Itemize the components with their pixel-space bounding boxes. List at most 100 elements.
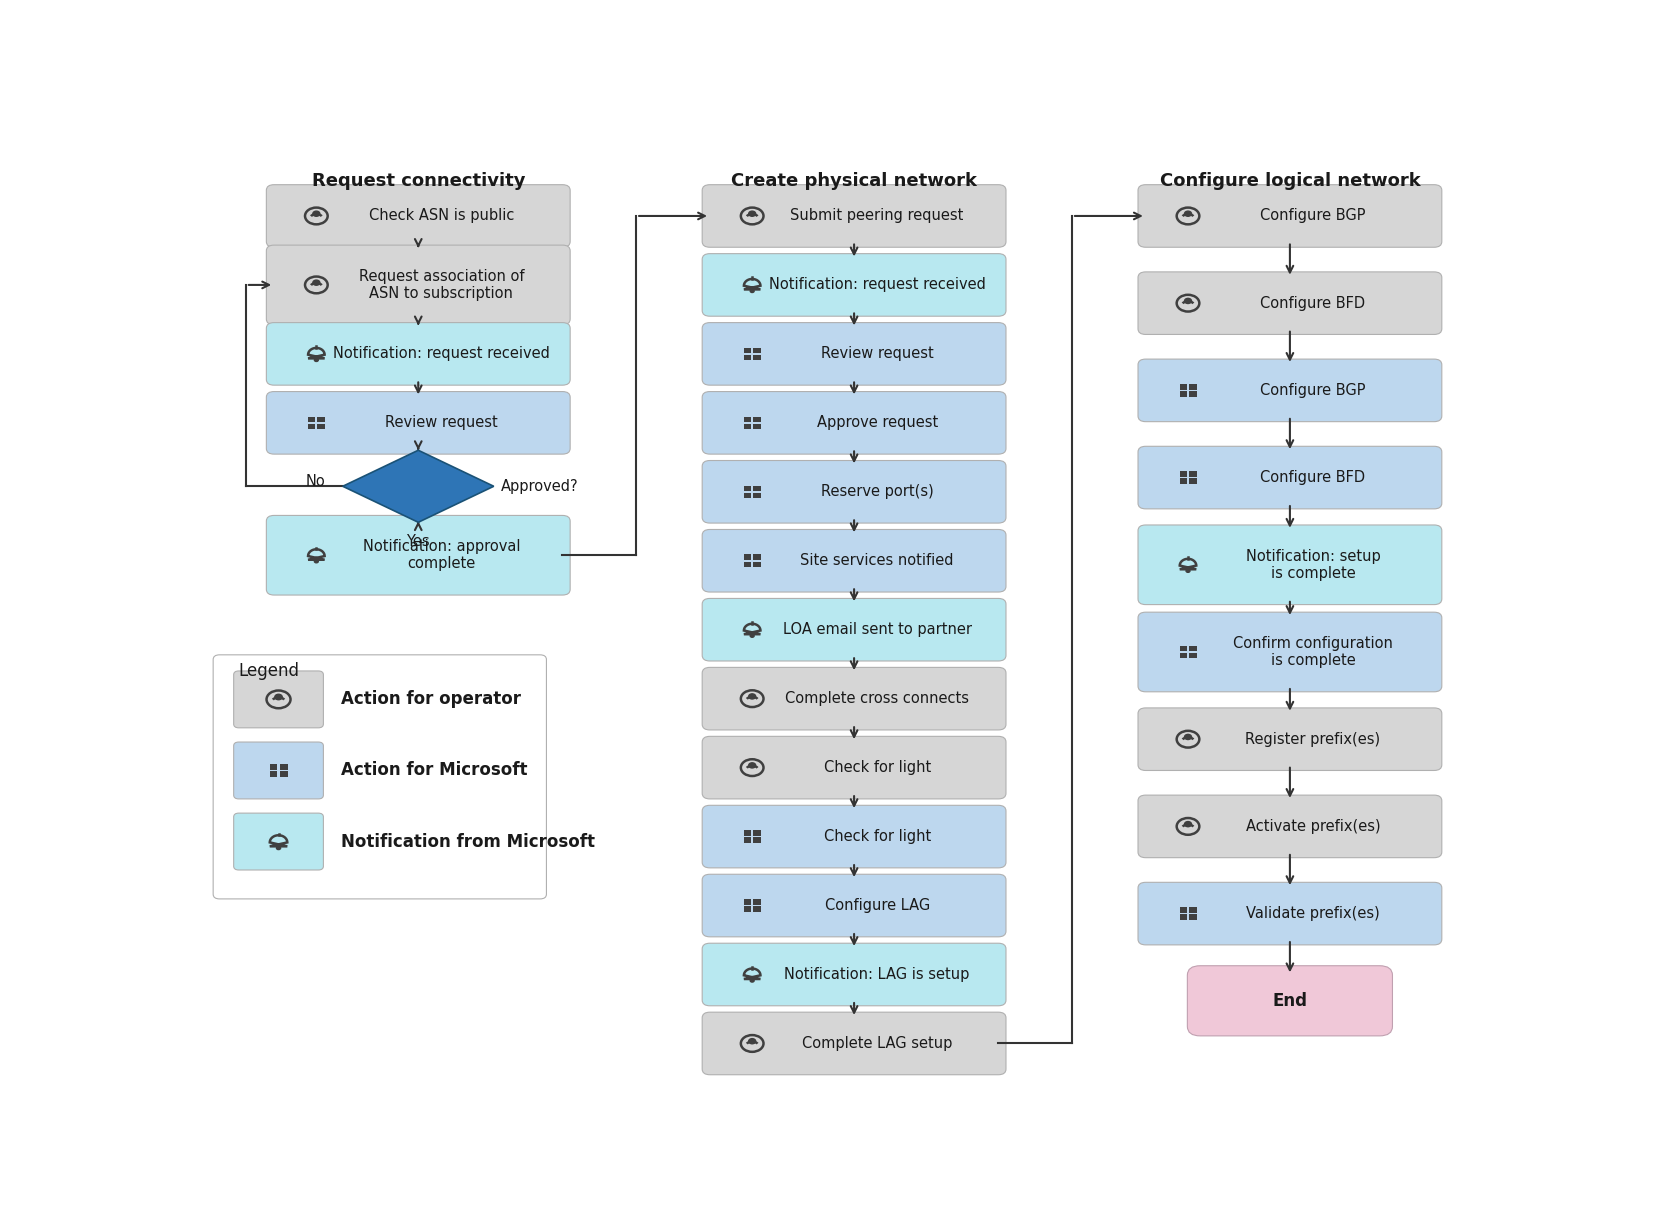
FancyBboxPatch shape (1138, 524, 1442, 604)
Bar (744, 830, 751, 836)
Bar (1189, 471, 1196, 476)
FancyBboxPatch shape (266, 516, 571, 595)
FancyBboxPatch shape (703, 391, 1006, 454)
Text: Check for light: Check for light (824, 760, 931, 776)
Bar (753, 900, 761, 905)
Bar (753, 423, 761, 430)
Bar (753, 347, 761, 353)
Text: LOA email sent to partner: LOA email sent to partner (782, 622, 971, 638)
FancyBboxPatch shape (703, 460, 1006, 523)
Text: Notification: LAG is setup: Notification: LAG is setup (784, 968, 969, 982)
FancyBboxPatch shape (1138, 359, 1442, 422)
Text: No: No (306, 474, 326, 489)
Text: Action for Microsoft: Action for Microsoft (341, 762, 528, 779)
FancyBboxPatch shape (233, 671, 324, 728)
Bar (744, 906, 751, 912)
Bar (270, 763, 278, 769)
Text: Validate prefix(es): Validate prefix(es) (1245, 906, 1379, 921)
Bar (753, 561, 761, 567)
Bar (753, 492, 761, 499)
Circle shape (276, 847, 281, 849)
FancyBboxPatch shape (1138, 447, 1442, 508)
Text: Notification: setup
is complete: Notification: setup is complete (1245, 549, 1381, 581)
FancyBboxPatch shape (703, 667, 1006, 730)
FancyBboxPatch shape (703, 598, 1006, 661)
Text: Notification: request received: Notification: request received (332, 346, 549, 362)
Bar (753, 355, 761, 361)
FancyBboxPatch shape (266, 245, 571, 325)
FancyBboxPatch shape (703, 943, 1006, 1006)
Bar (1179, 915, 1188, 920)
Text: Configure logical network: Configure logical network (1159, 172, 1421, 190)
Text: Configure BFD: Configure BFD (1260, 295, 1366, 310)
Circle shape (749, 763, 756, 768)
Circle shape (314, 358, 318, 362)
Text: Legend: Legend (238, 662, 299, 680)
FancyBboxPatch shape (1138, 883, 1442, 945)
Bar (280, 772, 288, 777)
Text: Activate prefix(es): Activate prefix(es) (1245, 819, 1381, 833)
Text: Configure BFD: Configure BFD (1260, 470, 1366, 485)
Text: Request connectivity: Request connectivity (311, 172, 524, 190)
Text: Check for light: Check for light (824, 830, 931, 844)
Bar (1189, 479, 1196, 484)
FancyBboxPatch shape (233, 742, 324, 799)
Bar (744, 423, 751, 430)
FancyBboxPatch shape (703, 529, 1006, 592)
Circle shape (1184, 735, 1191, 740)
Bar (1189, 907, 1196, 913)
Circle shape (749, 212, 756, 217)
Bar (744, 837, 751, 843)
FancyBboxPatch shape (703, 185, 1006, 247)
Text: Submit peering request: Submit peering request (791, 208, 964, 224)
Text: Confirm configuration
is complete: Confirm configuration is complete (1232, 635, 1393, 668)
Bar (318, 416, 324, 422)
Circle shape (1186, 570, 1189, 572)
Bar (280, 763, 288, 769)
Text: Site services notified: Site services notified (801, 553, 954, 569)
Text: Configure BGP: Configure BGP (1260, 208, 1366, 224)
FancyBboxPatch shape (1188, 966, 1393, 1035)
Bar (1179, 907, 1188, 913)
Bar (1189, 915, 1196, 920)
Circle shape (751, 289, 754, 293)
Circle shape (1184, 821, 1191, 827)
FancyBboxPatch shape (703, 254, 1006, 316)
Bar (1179, 652, 1188, 659)
Bar (1179, 384, 1188, 389)
Text: Request association of
ASN to subscription: Request association of ASN to subscripti… (359, 268, 524, 302)
Bar (1179, 479, 1188, 484)
FancyBboxPatch shape (1138, 272, 1442, 335)
FancyBboxPatch shape (703, 736, 1006, 799)
Bar (318, 423, 324, 430)
Bar (308, 416, 316, 422)
FancyBboxPatch shape (703, 874, 1006, 937)
Text: Notification from Microsoft: Notification from Microsoft (341, 832, 595, 851)
Text: Check ASN is public: Check ASN is public (369, 208, 514, 224)
Bar (753, 837, 761, 843)
Bar (744, 416, 751, 422)
Circle shape (313, 281, 319, 286)
Circle shape (749, 1039, 756, 1044)
Circle shape (749, 694, 756, 699)
Bar (270, 772, 278, 777)
Text: Configure BGP: Configure BGP (1260, 383, 1366, 398)
Bar (744, 900, 751, 905)
Text: Reserve port(s): Reserve port(s) (820, 484, 933, 500)
Bar (744, 485, 751, 491)
Circle shape (314, 560, 318, 563)
Bar (1189, 646, 1196, 651)
Text: Review request: Review request (385, 415, 498, 431)
Bar (1189, 384, 1196, 389)
Bar (753, 906, 761, 912)
FancyBboxPatch shape (1138, 185, 1442, 247)
Text: Create physical network: Create physical network (731, 172, 978, 190)
Text: Notification: approval
complete: Notification: approval complete (362, 539, 519, 571)
Text: Complete LAG setup: Complete LAG setup (802, 1037, 953, 1051)
Text: End: End (1272, 992, 1307, 1009)
Text: Complete cross connects: Complete cross connects (786, 691, 969, 707)
Text: Notification: request received: Notification: request received (769, 277, 986, 293)
Text: Approve request: Approve request (817, 415, 938, 431)
Text: Review request: Review request (820, 346, 933, 362)
Bar (744, 355, 751, 361)
